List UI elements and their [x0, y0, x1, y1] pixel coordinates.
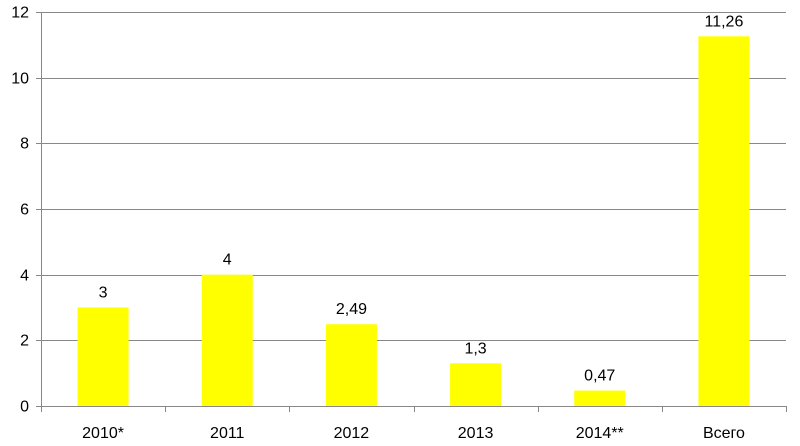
bar-2010*	[77, 307, 129, 406]
x-tick-label: 2014**	[576, 425, 624, 442]
y-tick-label: 0	[20, 399, 29, 416]
data-label-2014**: 0,47	[584, 368, 615, 385]
y-tick-label: 2	[20, 333, 29, 350]
y-tick-label: 6	[20, 202, 29, 219]
bar-Всего	[698, 36, 750, 407]
y-tick-label: 12	[11, 5, 29, 22]
gridlines	[41, 12, 786, 341]
y-tick-label: 4	[20, 268, 29, 285]
data-label-2013: 1,3	[464, 340, 486, 357]
axes	[36, 12, 787, 412]
x-tick-label: 2012	[334, 425, 370, 442]
labels: 0 2 4 6 8 10 12 3 2010* 4 2011 2,49 2012 1,3 2013 0,47 2…	[11, 5, 745, 443]
x-tick-label: Всего	[703, 425, 745, 442]
bar-2011	[201, 274, 253, 406]
x-tick-label: 2013	[458, 425, 494, 442]
data-label-Всего: 11,26	[704, 13, 743, 30]
data-label-2012: 2,49	[336, 301, 367, 318]
x-tick-label: 2010*	[82, 425, 124, 442]
bar-2014**	[574, 390, 626, 406]
bars	[77, 36, 750, 407]
data-label-2010*: 3	[99, 285, 108, 302]
y-tick-label: 10	[11, 71, 29, 88]
bar-2013	[450, 363, 502, 406]
bar-2012	[325, 324, 377, 406]
y-tick-label: 8	[20, 136, 29, 153]
x-tick-label: 2011	[210, 425, 245, 442]
data-label-2011: 4	[223, 252, 232, 269]
